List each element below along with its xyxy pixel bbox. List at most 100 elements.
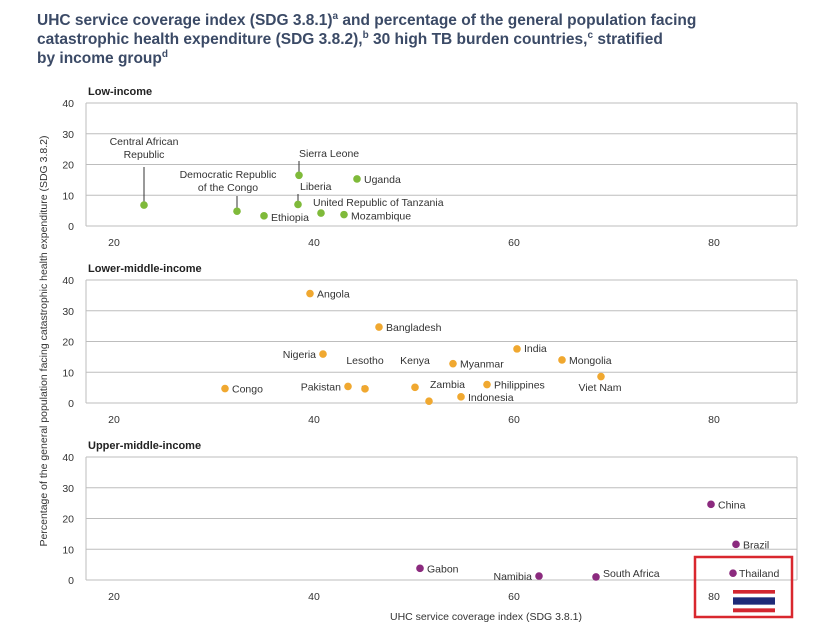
point-label-sierra-leone: Sierra Leone: [299, 148, 359, 160]
thailand-flag-icon: [733, 590, 775, 613]
flag-stripe-2: [733, 597, 775, 605]
y-tick-lower-middle-30: 30: [62, 306, 74, 318]
x-axis-label: UHC service coverage index (SDG 3.8.1): [390, 611, 582, 623]
y-tick-lower-middle-10: 10: [62, 367, 74, 379]
data-point-lesotho: [361, 385, 369, 393]
title-line2-rest: 30 high TB burden countries,: [368, 31, 588, 48]
x-tick-low-20: 20: [108, 237, 120, 249]
point-label-gabon: Gabon: [427, 563, 459, 575]
x-tick-low-60: 60: [508, 237, 520, 249]
y-tick-lower-middle-0: 0: [68, 398, 74, 410]
point-label-china: China: [718, 499, 746, 511]
point-label-angola: Angola: [317, 289, 350, 301]
data-point-democratic-republic-of-the-congo: [233, 207, 241, 216]
y-tick-lower-middle-40: 40: [62, 275, 74, 287]
point-label-uganda: Uganda: [364, 174, 401, 186]
data-point-pakistan: [344, 382, 352, 391]
point-label-myanmar: Myanmar: [460, 359, 504, 371]
data-point-gabon: [416, 564, 424, 573]
data-point-thailand: [729, 569, 737, 578]
data-point-nigeria: [319, 350, 327, 358]
point-label-philippines: Philippines: [494, 380, 545, 392]
data-point-uganda: [353, 175, 361, 183]
x-tick-upper-middle-80: 80: [708, 591, 720, 603]
panel-title-upper-middle: Upper-middle-income: [88, 440, 201, 452]
title-line3-main: by income group: [37, 50, 162, 67]
point-label-kenya: Kenya: [400, 355, 430, 367]
x-tick-low-80: 80: [708, 237, 720, 249]
y-tick-low-20: 20: [62, 160, 74, 172]
data-point-india: [513, 345, 521, 353]
data-point-congo: [221, 384, 229, 393]
x-tick-lower-middle-40: 40: [308, 414, 320, 426]
panel-title-low: Low-income: [88, 86, 152, 98]
flag-stripe-3: [733, 604, 775, 609]
title-footnote-c: c: [587, 29, 594, 41]
point-label-congo: Congo: [232, 384, 263, 396]
point-label-ethiopia: Ethiopia: [271, 212, 309, 224]
data-point-kenya: [411, 383, 419, 392]
y-tick-low-10: 10: [62, 190, 74, 202]
data-point-angola: [306, 289, 314, 298]
data-point-liberia: [294, 200, 302, 209]
data-point-viet-nam: [597, 372, 605, 381]
x-tick-upper-middle-60: 60: [508, 591, 520, 603]
data-point-central-african-republic: [140, 201, 148, 209]
data-point-mozambique: [340, 210, 348, 219]
data-point-philippines: [483, 380, 491, 389]
x-tick-lower-middle-60: 60: [508, 414, 520, 426]
point-label-indonesia: Indonesia: [468, 392, 514, 404]
data-point-myanmar: [449, 359, 457, 368]
x-tick-upper-middle-40: 40: [308, 591, 320, 603]
point-label-viet-nam: Viet Nam: [579, 382, 622, 394]
title-footnote-a: a: [332, 10, 339, 22]
point-label-liberia: Liberia: [300, 181, 332, 193]
data-point-china: [707, 500, 715, 509]
title-line1-rest: and percentage of the general population…: [338, 12, 697, 29]
y-tick-low-40: 40: [62, 98, 74, 110]
point-label-democratic-republic-of-the-congo: Democratic Republic of the Congo: [180, 169, 277, 194]
x-tick-lower-middle-80: 80: [708, 414, 720, 426]
flag-stripe-0: [733, 590, 775, 594]
point-label-united-republic-of-tanzania: United Republic of Tanzania: [313, 197, 444, 209]
flag-stripe-1: [733, 593, 775, 598]
point-label-bangladesh: Bangladesh: [386, 322, 442, 334]
data-point-bangladesh: [375, 323, 383, 331]
y-tick-upper-middle-40: 40: [62, 452, 74, 464]
point-label-zambia: Zambia: [430, 379, 465, 391]
data-point-ethiopia: [260, 212, 268, 220]
highlight-box: [693, 555, 794, 619]
flag-stripe-4: [733, 608, 775, 613]
x-tick-lower-middle-20: 20: [108, 414, 120, 426]
data-point-zambia: [425, 397, 433, 405]
data-point-brazil: [732, 540, 740, 549]
data-point-sierra-leone: [295, 171, 303, 180]
point-label-mozambique: Mozambique: [351, 211, 411, 223]
y-tick-lower-middle-20: 20: [62, 337, 74, 349]
x-tick-low-40: 40: [308, 237, 320, 249]
data-point-mongolia: [558, 356, 566, 364]
point-label-namibia: Namibia: [493, 571, 532, 583]
point-label-nigeria: Nigeria: [283, 349, 316, 361]
chart-title: UHC service coverage index (SDG 3.8.1)a …: [37, 11, 797, 68]
point-label-south-africa: South Africa: [603, 568, 660, 580]
point-label-brazil: Brazil: [743, 539, 769, 551]
x-tick-upper-middle-20: 20: [108, 591, 120, 603]
point-label-pakistan: Pakistan: [301, 381, 341, 393]
y-tick-low-30: 30: [62, 129, 74, 141]
y-axis-label: Percentage of the general population fac…: [38, 136, 50, 547]
title-line1-main: UHC service coverage index (SDG 3.8.1): [37, 12, 333, 29]
data-point-south-africa: [592, 573, 600, 581]
point-label-central-african-republic: Central African Republic: [110, 136, 179, 161]
point-label-thailand: Thailand: [739, 568, 779, 580]
title-line2-main: catastrophic health expenditure (SDG 3.8…: [37, 31, 363, 48]
title-footnote-b: b: [362, 29, 369, 41]
point-label-india: India: [524, 343, 547, 355]
data-point-indonesia: [457, 393, 465, 401]
data-point-namibia: [535, 572, 543, 580]
y-tick-upper-middle-10: 10: [62, 544, 74, 556]
point-label-mongolia: Mongolia: [569, 355, 612, 367]
y-tick-low-0: 0: [68, 221, 74, 233]
y-tick-upper-middle-30: 30: [62, 483, 74, 495]
